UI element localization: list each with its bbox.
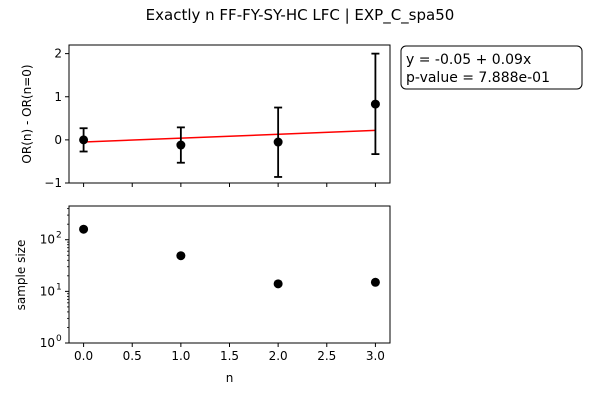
annotation-box: [400, 45, 583, 90]
bottom-y-tick-exponent: 2: [56, 231, 62, 241]
bottom-x-tick-label: 3.0: [366, 349, 385, 363]
top-data-point: [79, 135, 89, 145]
top-x-ticks: [83, 183, 376, 187]
bottom-x-tick-label: 2.5: [317, 349, 336, 363]
x-axis-label: n: [226, 371, 234, 385]
bottom-points: [79, 224, 380, 289]
top-data-point: [370, 99, 380, 109]
bottom-data-point: [273, 279, 283, 289]
bottom-x-tick-label: 0.5: [123, 349, 142, 363]
figure-title: Exactly n FF-FY-SY-HC LFC | EXP_C_spa50: [146, 6, 455, 25]
top-y-ticks: −1 0 1 2: [44, 47, 69, 190]
top-axes-frame: [68, 44, 391, 184]
top-y-axis-label: OR(n) - OR(n=0): [20, 64, 34, 163]
top-panel: −1 0 1 2 OR(n) - OR(n=0): [20, 44, 391, 190]
annotation-equation: y = -0.05 + 0.09x: [406, 52, 531, 68]
top-data-point: [176, 140, 186, 150]
bottom-x-tick-label: 0.0: [74, 349, 93, 363]
top-data-point: [273, 137, 283, 147]
bottom-y-axis-label: sample size: [14, 240, 28, 311]
bottom-x-ticks: 0.0 0.5 1.0 1.5 2.0 2.5 3.0: [74, 343, 385, 363]
annotation-pvalue: p-value = 7.888e-01: [406, 70, 550, 86]
bottom-data-point: [176, 251, 186, 261]
bottom-x-tick-label: 1.0: [171, 349, 190, 363]
bottom-y-tick-exponent: 0: [56, 334, 62, 344]
bottom-data-point: [370, 277, 380, 287]
top-y-tick-label: 2: [54, 47, 62, 61]
bottom-y-tick-exponent: 1: [56, 282, 62, 292]
bottom-x-tick-label: 2.0: [269, 349, 288, 363]
top-y-tick-label: 0: [54, 133, 62, 147]
bottom-y-tick-label: 10: [40, 336, 55, 350]
bottom-y-tick-label: 10: [40, 233, 55, 247]
top-y-tick-label: −1: [44, 176, 62, 190]
top-y-tick-label: 1: [54, 90, 62, 104]
bottom-y-tick-label: 10: [40, 284, 55, 298]
bottom-axes-frame: [68, 205, 391, 344]
top-points: [79, 99, 380, 150]
fit-line: [83, 129, 376, 143]
regression-annotation: y = -0.05 + 0.09x p-value = 7.888e-01: [400, 45, 583, 90]
bottom-x-tick-label: 1.5: [220, 349, 239, 363]
bottom-data-point: [79, 224, 89, 234]
